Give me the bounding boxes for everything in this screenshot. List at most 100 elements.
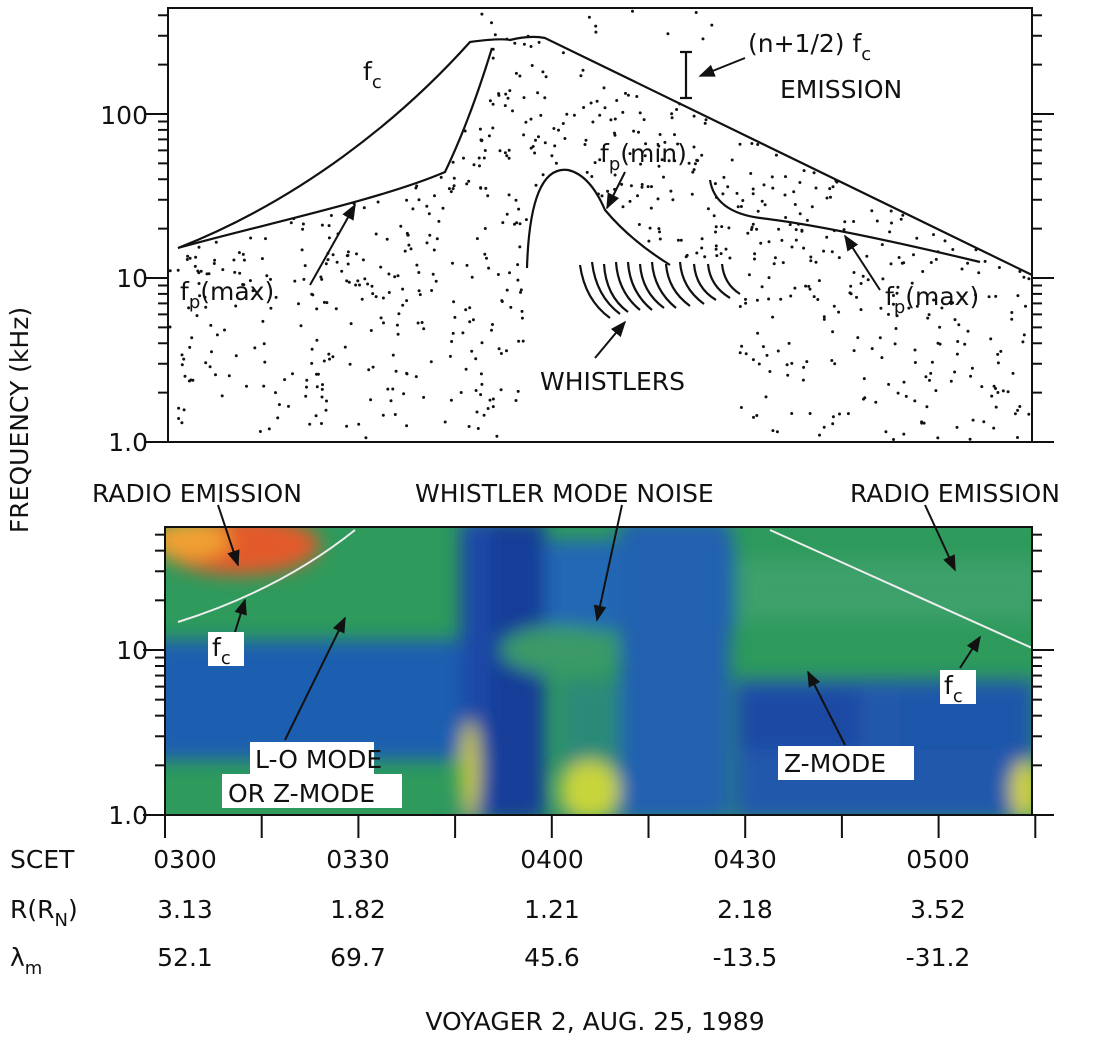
- stipple-dot: [563, 137, 567, 140]
- stipple-dot: [262, 384, 266, 388]
- stipple-dot: [495, 434, 499, 438]
- stipple-dot: [912, 253, 915, 257]
- stipple-dot: [433, 194, 436, 198]
- cell: 45.6: [524, 943, 580, 972]
- stipple-dot: [183, 374, 187, 378]
- stipple-dot: [516, 278, 520, 282]
- stipple-dot: [407, 243, 411, 247]
- stipple-dot: [735, 191, 739, 195]
- stipple-dot: [775, 430, 779, 434]
- stipple-dot: [505, 288, 509, 292]
- stipple-dot: [828, 187, 832, 191]
- stipple-dot: [822, 425, 826, 429]
- stipple-dot: [714, 230, 717, 234]
- stipple-dot: [812, 295, 816, 299]
- cell: 0500: [906, 845, 970, 874]
- stipple-dot: [676, 238, 680, 242]
- stipple-dot: [394, 369, 398, 373]
- stipple-dot: [870, 209, 874, 213]
- stipple-dot: [741, 199, 745, 202]
- stipple-dot: [776, 349, 780, 353]
- stipple-dot: [670, 112, 674, 116]
- stipple-dot: [371, 365, 375, 369]
- stipple-dot: [751, 222, 755, 226]
- stipple-dot: [587, 15, 591, 19]
- stipple-dot: [785, 363, 789, 367]
- stipple-dot: [334, 307, 338, 311]
- stipple-dot: [529, 146, 533, 150]
- stipple-dot: [989, 337, 993, 341]
- stipple-dot: [598, 113, 602, 117]
- caption: VOYAGER 2, AUG. 25, 1989: [425, 1007, 764, 1036]
- stipple-dot: [501, 221, 505, 225]
- stipple-dot: [530, 64, 534, 67]
- stipple-dot: [768, 370, 772, 373]
- stipple-dot: [491, 102, 495, 106]
- stipple-dot: [443, 420, 447, 424]
- stipple-dot: [602, 86, 606, 90]
- stipple-dot: [417, 271, 421, 274]
- stipple-dot: [480, 139, 484, 143]
- stipple-dot: [830, 250, 834, 254]
- stipple-dot: [379, 316, 383, 320]
- stipple-dot: [416, 321, 420, 325]
- stipple-dot: [667, 159, 671, 163]
- stipple-dot: [479, 393, 483, 397]
- stipple-dot: [177, 406, 181, 410]
- stipple-dot: [658, 237, 662, 241]
- stipple-dot: [639, 162, 643, 166]
- stipple-dot: [831, 330, 835, 334]
- stipple-dot: [319, 275, 323, 279]
- stipple-dot: [561, 51, 565, 55]
- stipple-dot: [320, 422, 323, 425]
- y-tick-label: 100: [100, 101, 148, 130]
- stipple-dot: [879, 306, 883, 310]
- stipple-dot: [371, 292, 375, 296]
- stipple-dot: [483, 149, 487, 152]
- stipple-dot: [451, 331, 455, 335]
- stipple-dot: [790, 361, 794, 365]
- stipple-dot: [963, 342, 967, 346]
- stipple-dot: [524, 120, 528, 124]
- stipple-dot: [744, 352, 748, 356]
- stipple-dot: [583, 143, 587, 146]
- stipple-dot: [594, 30, 598, 34]
- stipple-dot: [760, 199, 764, 203]
- stipple-dot: [802, 246, 806, 250]
- stipple-dot: [191, 378, 195, 382]
- stipple-dot: [714, 244, 718, 248]
- stipple-dot: [550, 154, 554, 158]
- stipple-dot: [673, 159, 677, 163]
- stipple-dot: [753, 252, 757, 256]
- stipple-dot: [241, 252, 245, 256]
- stipple-dot: [461, 331, 465, 335]
- stipple-dot: [789, 294, 793, 298]
- stipple-dot: [497, 347, 501, 351]
- stipple-dot: [370, 284, 374, 288]
- stipple-dot: [499, 388, 503, 392]
- stipple-dot: [751, 192, 755, 196]
- stipple-dot: [832, 304, 836, 308]
- stipple-dot: [960, 267, 964, 271]
- cell: -31.2: [906, 943, 971, 972]
- stipple-dot: [728, 256, 732, 260]
- stipple-dot: [676, 142, 680, 146]
- stipple-dot: [406, 233, 410, 237]
- fc-label: fc: [363, 57, 382, 93]
- row-label-part: ): [68, 895, 78, 924]
- row-label-part: SCET: [10, 845, 75, 874]
- row-label-part: N: [55, 910, 68, 931]
- stipple-dot: [790, 245, 794, 249]
- stipple-dot: [314, 414, 318, 418]
- stipple-dot: [227, 374, 231, 378]
- stipple-dot: [874, 400, 878, 404]
- stipple-dot: [303, 264, 307, 268]
- stipple-dot: [756, 331, 760, 335]
- stipple-dot: [582, 106, 586, 109]
- stipple-dot: [955, 352, 959, 356]
- stipple-dot: [738, 351, 742, 355]
- stipple-dot: [449, 398, 453, 402]
- stipple-dot: [649, 206, 653, 210]
- stipple-dot: [808, 287, 812, 291]
- stipple-dot: [399, 224, 403, 228]
